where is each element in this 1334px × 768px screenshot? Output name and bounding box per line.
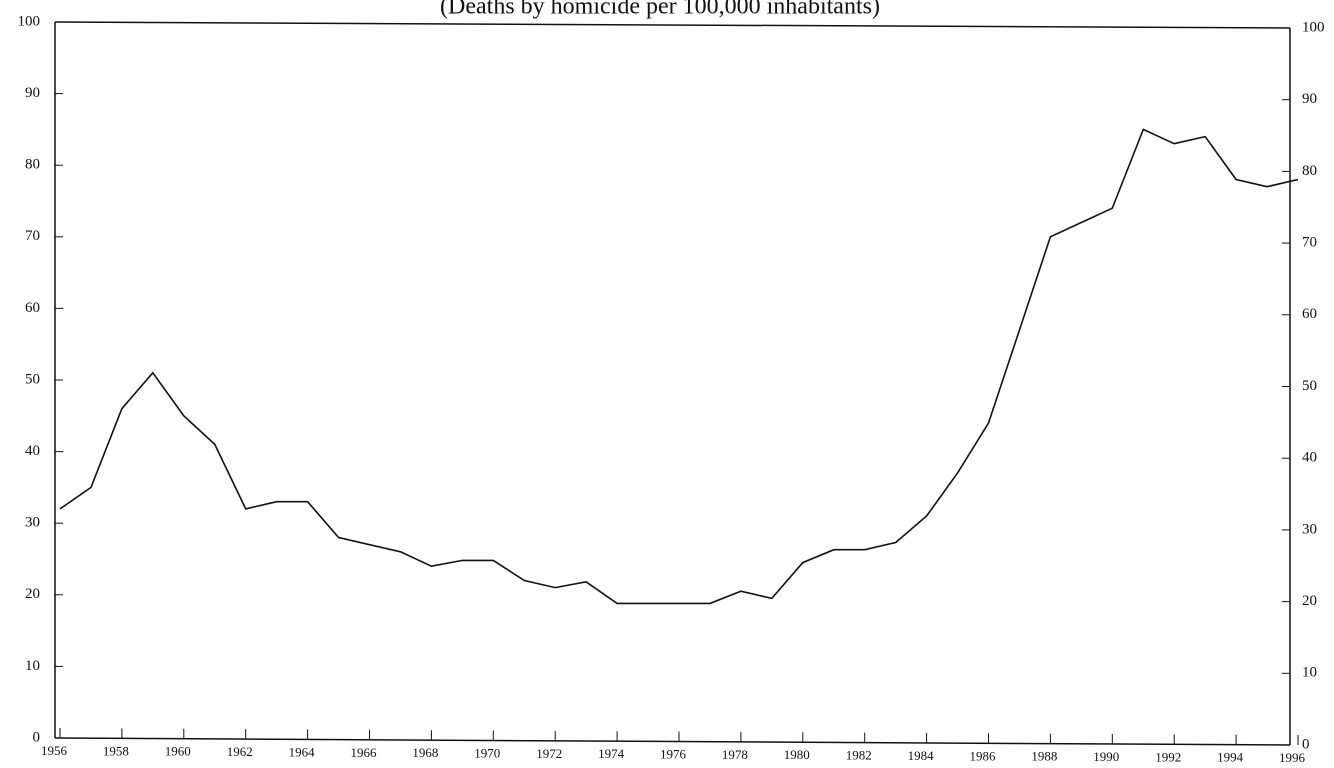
x-tick-label: 1978 bbox=[722, 747, 748, 762]
x-tick-label: 1984 bbox=[908, 748, 935, 763]
y2-tick-label: 70 bbox=[1302, 235, 1317, 251]
y-tick-label: 100 bbox=[18, 13, 41, 29]
y2-tick-label: 50 bbox=[1302, 378, 1317, 394]
x-tick-label: 1970 bbox=[474, 745, 500, 760]
x-tick-label: 1974 bbox=[598, 746, 625, 761]
x-tick-label: 1966 bbox=[351, 745, 378, 760]
data-line bbox=[59, 128, 1299, 605]
x-tick-label: 1972 bbox=[536, 746, 562, 761]
y-tick-label: 0 bbox=[33, 729, 41, 745]
x-tick-label: 1980 bbox=[784, 747, 810, 762]
y-tick-label: 30 bbox=[25, 515, 40, 531]
y2-tick-label: 90 bbox=[1302, 91, 1317, 107]
y-tick-label: 40 bbox=[25, 443, 40, 459]
y-tick-label: 20 bbox=[25, 586, 40, 602]
x-tick-label: 1990 bbox=[1093, 749, 1119, 764]
x-tick-label: 1964 bbox=[289, 744, 316, 759]
y-tick-label: 60 bbox=[25, 300, 40, 316]
x-tick-label: 1976 bbox=[660, 747, 687, 762]
y-tick-label: 90 bbox=[25, 85, 40, 101]
y2-tick-label: 30 bbox=[1302, 521, 1317, 537]
y2-tick-label: 10 bbox=[1302, 665, 1317, 681]
y2-tick-label: 100 bbox=[1302, 19, 1325, 35]
x-tick-label: 1956 bbox=[41, 743, 68, 758]
y-tick-label: 80 bbox=[25, 157, 40, 173]
chart-title: (Deaths by homicide per 100,000 inhabita… bbox=[440, 0, 880, 20]
y2-tick-label: 60 bbox=[1302, 306, 1317, 322]
y2-tick-label: 40 bbox=[1302, 450, 1317, 466]
x-tick-label: 1982 bbox=[846, 748, 872, 763]
x-tick-label: 1968 bbox=[412, 745, 438, 760]
top-frame bbox=[54, 21, 1291, 29]
y-tick-label: 50 bbox=[25, 371, 40, 387]
y2-tick-label: 20 bbox=[1302, 593, 1317, 609]
y2-tick-label: 0 bbox=[1302, 736, 1310, 752]
y2-tick-label: 80 bbox=[1302, 163, 1317, 179]
x-tick-label: 1992 bbox=[1155, 749, 1181, 764]
x-axis bbox=[54, 737, 1291, 746]
x-tick-label: 1996 bbox=[1279, 750, 1306, 765]
x-tick-label: 1994 bbox=[1217, 750, 1244, 765]
x-tick-label: 1988 bbox=[1031, 749, 1057, 764]
y-tick-label: 10 bbox=[25, 658, 40, 674]
x-tick-label: 1960 bbox=[165, 744, 191, 759]
x-tick-label: 1958 bbox=[103, 743, 129, 758]
y-tick-label: 70 bbox=[25, 228, 40, 244]
x-tick-label: 1962 bbox=[227, 744, 253, 759]
x-tick-label: 1986 bbox=[970, 748, 997, 763]
